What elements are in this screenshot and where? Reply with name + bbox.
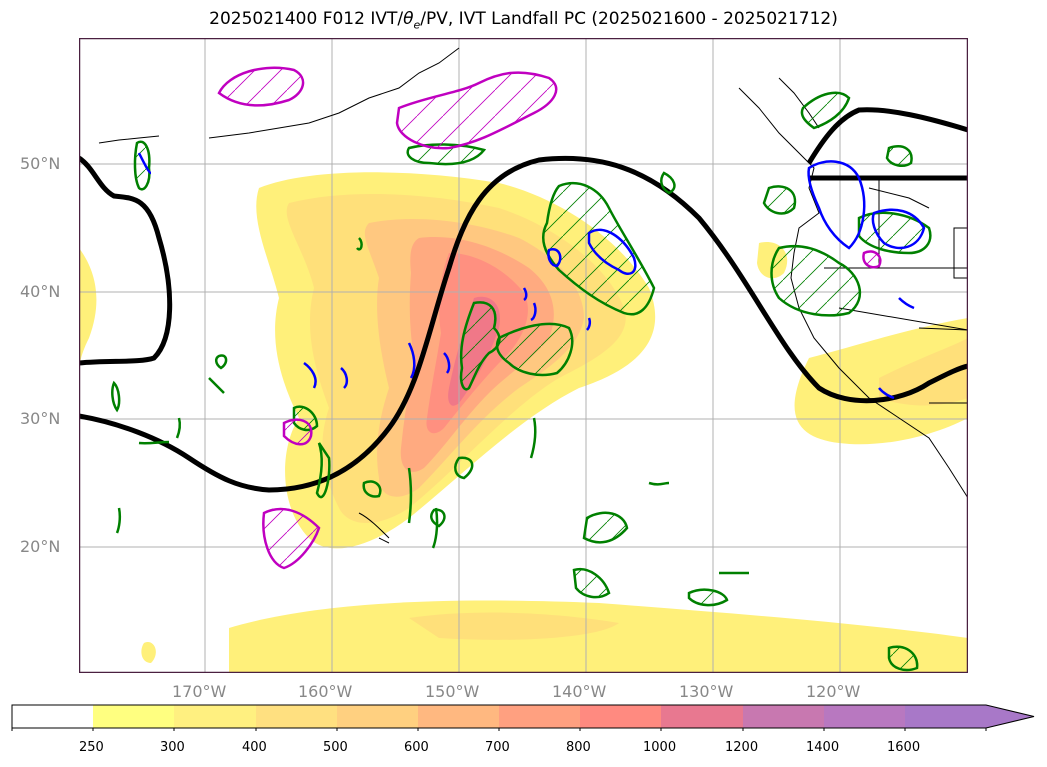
colorbar-tick-700: 700 [485, 740, 510, 755]
lon-label-170w: 170°W [172, 682, 227, 701]
lat-label-50: 50°N [20, 154, 61, 173]
colorbar-tick-800: 800 [566, 740, 591, 755]
pv-blue-contours [137, 152, 926, 400]
lon-label-150w: 150°W [425, 682, 480, 701]
colorbar-segments [12, 705, 1034, 728]
lon-label-160w: 160°W [298, 682, 353, 701]
colorbar-tick-250: 250 [79, 740, 104, 755]
colorbar-tick-1200: 1200 [725, 740, 759, 755]
title-main: 2025021400 F012 IVT/ [209, 9, 404, 29]
lon-label-130w: 130°W [679, 682, 734, 701]
map-title: 2025021400 F012 IVT/θe/PV, IVT Landfall … [0, 9, 1047, 31]
colorbar-tick-1400: 1400 [806, 740, 840, 755]
colorbar-tick-500: 500 [323, 740, 348, 755]
map-plot [79, 38, 968, 673]
colorbar-tick-400: 400 [242, 740, 267, 755]
lat-label-30: 30°N [20, 409, 61, 428]
pv-green-contours [133, 91, 932, 672]
lat-label-20: 20°N [20, 537, 61, 556]
colorbar-tick-600: 600 [404, 740, 429, 755]
title-rest: /PV, IVT Landfall PC (2025021600 - 20250… [420, 9, 838, 29]
pv-magenta-contours [217, 66, 882, 570]
colorbar-tick-1000: 1000 [643, 740, 677, 755]
lon-label-140w: 140°W [552, 682, 607, 701]
lon-label-120w: 120°W [806, 682, 861, 701]
title-theta: θ [403, 9, 414, 29]
coastlines [98, 47, 968, 544]
ivt-colorbar [11, 704, 1035, 731]
colorbar-tick-1600: 1600 [887, 740, 921, 755]
lat-label-40: 40°N [20, 282, 61, 301]
title-subscript: e [413, 18, 421, 32]
pv-green-small [111, 171, 749, 575]
colorbar-tick-300: 300 [160, 740, 185, 755]
theta-contours [79, 107, 968, 493]
